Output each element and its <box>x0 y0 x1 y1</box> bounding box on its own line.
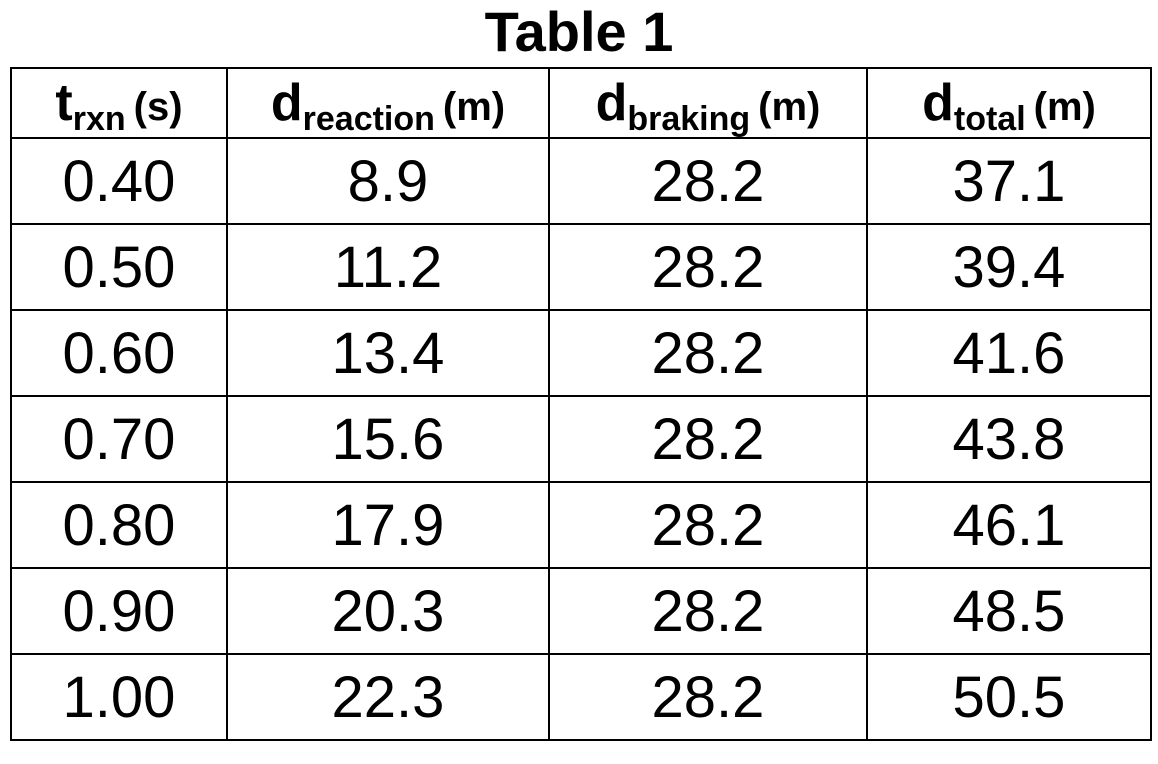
table-cell: 13.4 <box>226 309 550 397</box>
header-unit: (m) <box>442 85 506 129</box>
header-symbol: t <box>55 74 73 132</box>
table-cell: 15.6 <box>226 395 550 483</box>
table-row: 0.70 15.6 28.2 43.8 <box>10 395 1152 483</box>
table-cell: 11.2 <box>226 223 550 311</box>
header-unit: (m) <box>758 85 821 129</box>
header-subscript: total <box>953 100 1026 138</box>
table-cell: 0.60 <box>10 309 228 397</box>
table-cell: 22.3 <box>226 653 550 741</box>
table-cell: 37.1 <box>866 137 1152 225</box>
header-cell-total-distance: dtotal (m) <box>866 67 1152 139</box>
table-row: 0.40 8.9 28.2 37.1 <box>10 137 1152 225</box>
table-cell: 28.2 <box>548 309 868 397</box>
table-cell: 28.2 <box>548 395 868 483</box>
header-subscript: reaction <box>302 100 435 138</box>
header-unit: (m) <box>1033 85 1096 129</box>
table-cell: 0.90 <box>10 567 228 655</box>
table-cell: 28.2 <box>548 137 868 225</box>
header-cell-braking-distance: dbraking (m) <box>548 67 868 139</box>
header-row: trxn (s) dreaction (m) dbraking (m) dtotal(… <box>10 67 1152 139</box>
header-symbol: d <box>595 74 628 132</box>
header-subscript: braking <box>627 100 751 138</box>
header-symbol: d <box>922 74 954 132</box>
table-row: 1.00 22.3 28.2 50.5 <box>10 653 1152 741</box>
table-row: 0.80 17.9 28.2 46.1 <box>10 481 1152 569</box>
table-cell: 43.8 <box>866 395 1152 483</box>
table-cell: 28.2 <box>548 481 868 569</box>
header-subscript: rxn <box>72 100 126 138</box>
table-cell: 0.70 <box>10 395 228 483</box>
table-cell: 0.40 <box>10 137 228 225</box>
header-cell-reaction-time: trxn (s) <box>10 67 228 139</box>
table-cell: 50.5 <box>866 653 1152 741</box>
header-unit: (s) <box>133 85 183 129</box>
table-cell: 0.80 <box>10 481 228 569</box>
table-cell: 17.9 <box>226 481 550 569</box>
table-cell: 28.2 <box>548 223 868 311</box>
table-cell: 39.4 <box>866 223 1152 311</box>
table-cell: 46.1 <box>866 481 1152 569</box>
table-cell: 41.6 <box>866 309 1152 397</box>
table-title: Table 1 <box>484 0 674 63</box>
header-symbol: d <box>270 74 303 132</box>
table-cell: 8.9 <box>226 137 550 225</box>
table-cell: 0.50 <box>10 223 228 311</box>
table-row: 0.90 20.3 28.2 48.5 <box>10 567 1152 655</box>
table-cell: 1.00 <box>10 653 228 741</box>
header-cell-reaction-distance: dreaction (m) <box>226 67 550 139</box>
table-cell: 20.3 <box>226 567 550 655</box>
table-row: 0.50 11.2 28.2 39.4 <box>10 223 1152 311</box>
table-cell: 28.2 <box>548 653 868 741</box>
data-table: trxn (s) dreaction (m) dbraking (m) dtotal(… <box>10 67 1152 741</box>
table-row: 0.60 13.4 28.2 41.6 <box>10 309 1152 397</box>
table-cell: 48.5 <box>866 567 1152 655</box>
table-cell: 28.2 <box>548 567 868 655</box>
